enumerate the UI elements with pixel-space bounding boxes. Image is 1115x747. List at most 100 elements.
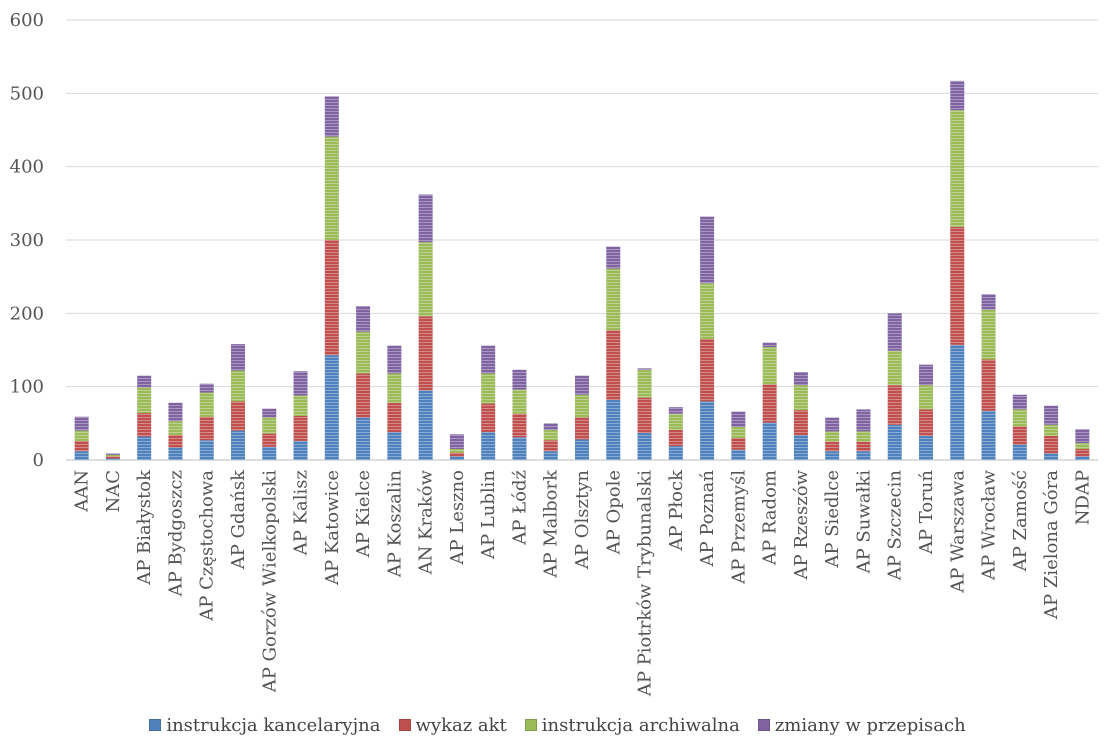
legend-swatch — [398, 719, 411, 731]
bar-stack — [700, 216, 715, 460]
bar-stack — [105, 453, 120, 460]
bar-segment-texture — [449, 452, 464, 457]
bar-stack — [793, 372, 808, 460]
bar-stack — [856, 409, 871, 460]
bar-segment-texture — [137, 436, 152, 460]
bar-segment-texture — [356, 306, 371, 332]
y-tick-label: 0 — [33, 450, 44, 471]
bar-segment-texture — [199, 383, 214, 393]
x-tick-label: NAC — [103, 470, 124, 513]
x-tick-label: AP Katowice — [322, 470, 343, 586]
bar-stack — [449, 434, 464, 460]
bar-segment-texture — [887, 350, 902, 386]
bar-segment-texture — [637, 368, 652, 370]
bar-segment-texture — [731, 438, 746, 450]
bar-segment-texture — [950, 226, 965, 345]
bar-segment-texture — [418, 194, 433, 243]
bar-segment-texture — [543, 451, 558, 460]
bar-segment-texture — [1012, 409, 1027, 427]
bar-segment-texture — [668, 413, 683, 430]
bar-segment-texture — [105, 454, 120, 457]
x-tick-label: NDAP — [1072, 470, 1093, 525]
bar-segment-texture — [231, 370, 245, 402]
bar-segment-texture — [74, 416, 89, 431]
bar-segment-texture — [449, 434, 464, 449]
bar-segment-texture — [700, 339, 715, 402]
bar-stack — [481, 345, 496, 460]
bar-stack — [887, 313, 902, 460]
bar-segment-texture — [606, 330, 621, 400]
bar-segment-texture — [168, 447, 183, 460]
bar-segment-texture — [887, 424, 902, 460]
bar-segment-texture — [543, 423, 558, 430]
x-tick-label: AP Siedlce — [822, 470, 843, 569]
bar-segment-texture — [262, 446, 277, 460]
legend-swatch — [757, 719, 770, 731]
bar-segment-texture — [512, 437, 527, 460]
bar-segment-texture — [137, 375, 152, 388]
bar-segment-texture — [1012, 444, 1027, 460]
bar-segment-texture — [637, 397, 652, 433]
bar-segment-texture — [356, 331, 371, 374]
bar-segment-texture — [1044, 453, 1059, 460]
x-tick-label: AP Zamość — [1010, 470, 1031, 572]
bar-segment-texture — [606, 399, 621, 460]
bar-segment-texture — [324, 136, 339, 240]
bar-segment-texture — [1075, 456, 1090, 460]
bar-segment-texture — [168, 421, 183, 436]
bar-segment-texture — [856, 451, 871, 460]
x-tick-label: AP Przemyśl — [728, 470, 749, 585]
bar-segment-texture — [637, 369, 652, 398]
bar-segment-texture — [919, 364, 933, 386]
bar-segment-texture — [1012, 426, 1027, 445]
x-tick-label: AP Warszawa — [947, 470, 968, 594]
bar-segment-texture — [293, 395, 308, 416]
bar-segment-texture — [793, 410, 808, 436]
bar-segment-texture — [981, 359, 996, 411]
bar-segment-texture — [1075, 443, 1090, 449]
bar-segment-texture — [731, 449, 746, 460]
x-tick-label: AP Płock — [666, 469, 687, 552]
bar-segment-texture — [575, 439, 589, 460]
bar-segment-texture — [105, 453, 120, 455]
x-tick-label: AP Kalisz — [291, 470, 312, 556]
x-tick-label: AAN — [72, 470, 93, 513]
x-tick-label: AP Łódź — [509, 470, 530, 546]
x-tick-label: AP Olsztyn — [572, 470, 593, 570]
bar-segment-texture — [825, 451, 840, 460]
bar-stack — [731, 411, 746, 460]
bar-segment-texture — [74, 451, 89, 460]
bar-segment-texture — [950, 344, 965, 460]
bar-segment-texture — [981, 309, 996, 360]
bar-segment-texture — [1044, 424, 1059, 436]
bar-stack — [231, 344, 245, 460]
bar-segment-texture — [481, 432, 496, 460]
bar-segment-texture — [762, 422, 777, 460]
legend-item: wykaz akt — [398, 715, 507, 736]
bar-segment-texture — [199, 416, 214, 441]
y-tick-label: 200 — [10, 303, 44, 324]
bar-segment-texture — [575, 375, 589, 395]
bar-segment-texture — [387, 373, 402, 403]
bar-segment-texture — [449, 456, 464, 460]
bar-segment-texture — [700, 216, 715, 284]
bar-segment-texture — [919, 435, 933, 460]
x-tick-label: AP Radom — [760, 470, 781, 566]
legend-item: instrukcja archiwalna — [524, 714, 740, 736]
y-axis-tick-labels: 0 100 200 300 400 500 600 — [10, 10, 44, 471]
bar-segment-texture — [950, 80, 965, 111]
x-axis-tick-labels: AAN NAC AP Białystok AP Bydgoszcz AP Częstoc… — [72, 469, 1094, 697]
bar-segment-texture — [950, 110, 965, 227]
legend-label: instrukcja archiwalna — [541, 714, 740, 736]
bar-segment-texture — [231, 430, 245, 460]
x-tick-label: AP Toruń — [916, 470, 937, 555]
bar-segment-texture — [262, 433, 277, 447]
bar-segment-texture — [1044, 405, 1059, 425]
bar-segment-texture — [262, 408, 277, 418]
bar-segment-texture — [387, 402, 402, 433]
bar-segment-texture — [418, 390, 433, 460]
bar-segment-texture — [168, 435, 183, 448]
bar-segment-texture — [981, 410, 996, 460]
bar-stack — [418, 194, 433, 460]
x-tick-label: AP Gorzów Wielkopolski — [259, 470, 280, 693]
